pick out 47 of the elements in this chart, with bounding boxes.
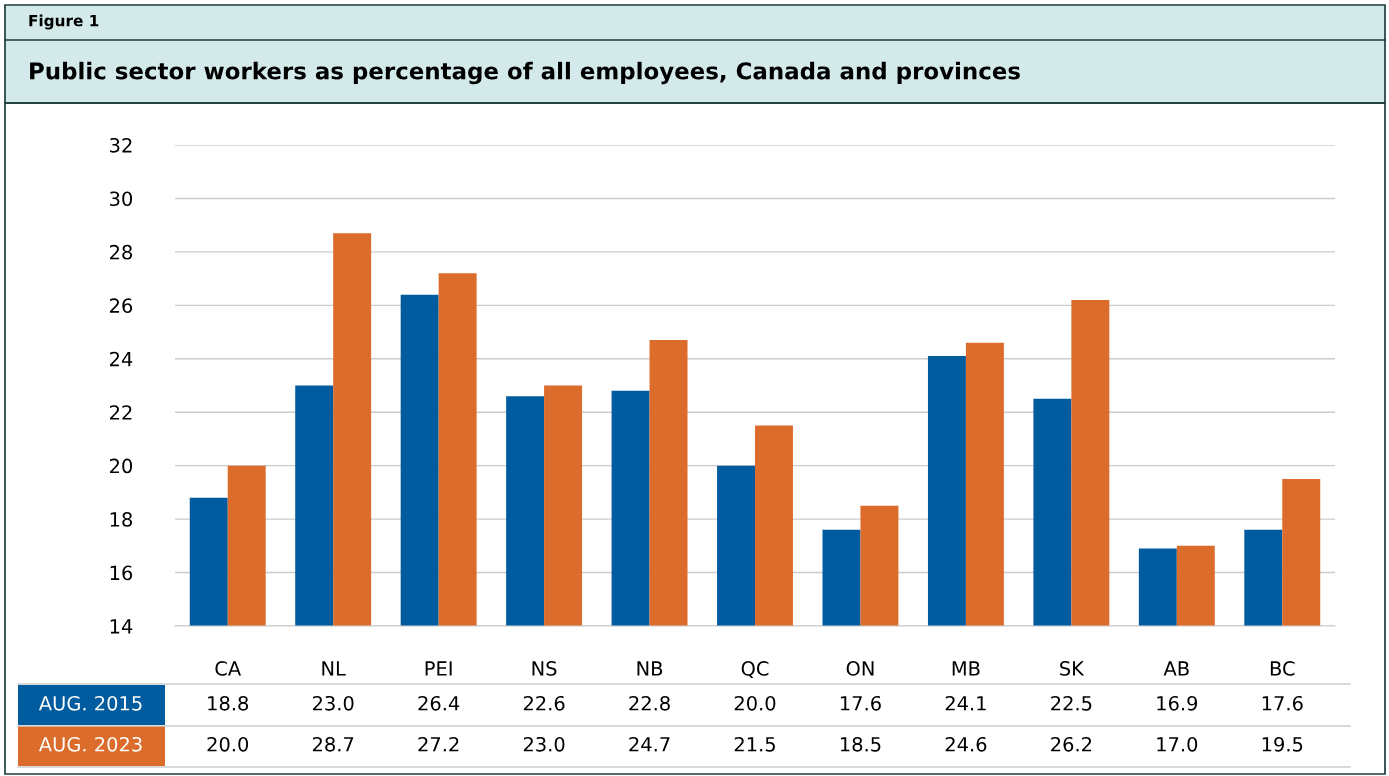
x-tick-label: NB — [637, 661, 663, 676]
data-label: 18.5 — [840, 736, 881, 752]
data-label: 20.0 — [207, 736, 249, 752]
data-label: 21.5 — [734, 736, 775, 752]
data-label: 22.8 — [629, 695, 670, 711]
x-tick-label: AB — [1163, 661, 1189, 676]
data-label: 17.6 — [840, 695, 881, 711]
y-tick-label: 28 — [110, 244, 132, 260]
y-tick-label: 26 — [110, 298, 133, 313]
y-tick-label: 32 — [110, 137, 132, 153]
y-tick-label: 14 — [110, 619, 133, 634]
caption: Figure 1 — [29, 14, 99, 30]
x-tick-label: PEI — [425, 661, 452, 676]
x-tick-label: ON — [846, 661, 874, 676]
y-tick-label: 22 — [110, 405, 132, 420]
data-label: 22.5 — [1051, 695, 1092, 711]
data-label: 22.6 — [523, 695, 565, 711]
x-tick-label: NS — [532, 661, 557, 676]
data-label: 24.6 — [945, 736, 987, 752]
data-label: 24.7 — [629, 736, 670, 752]
data-label: 27.2 — [418, 736, 459, 752]
y-tick-label: 20 — [110, 458, 133, 474]
data-label: 20.0 — [734, 695, 776, 711]
x-tick-label: SK — [1060, 661, 1085, 676]
data-label: 26.2 — [1051, 736, 1092, 752]
text: AUG. 2015 — [38, 695, 142, 711]
data-label: 17.0 — [1157, 736, 1198, 752]
y-tick-label: 24 — [110, 351, 133, 367]
data-label: 24.1 — [945, 695, 986, 711]
data-label: 23.0 — [312, 695, 354, 711]
chart-title: Public sector workers as percentage of all employees, Canada and provinces — [30, 61, 1020, 85]
data-label: 19.5 — [1262, 736, 1303, 752]
x-tick-label: NL — [322, 661, 346, 676]
y-tick-label: 30 — [110, 191, 133, 207]
x-tick-label: CA — [215, 661, 241, 676]
x-tick-label: QC — [741, 661, 769, 678]
data-label: 18.8 — [208, 695, 249, 711]
x-tick-label: BC — [1270, 661, 1295, 676]
y-tick-label: 18 — [110, 512, 132, 527]
data-label: 26.4 — [418, 695, 460, 711]
data-label: 23.0 — [523, 736, 565, 752]
data-label: 28.7 — [312, 736, 354, 752]
text: AUG. 2023 — [38, 736, 142, 752]
data-label: 16.9 — [1157, 695, 1198, 711]
data-label: 17.6 — [1262, 695, 1303, 711]
y-tick-label: 16 — [110, 565, 133, 581]
x-tick-label: MB — [952, 661, 980, 676]
